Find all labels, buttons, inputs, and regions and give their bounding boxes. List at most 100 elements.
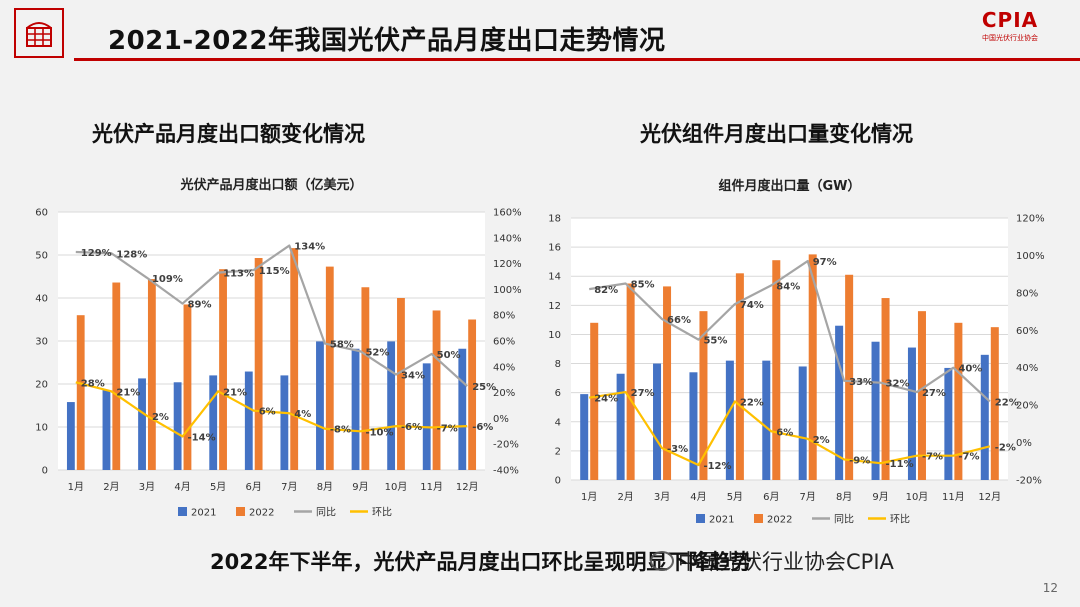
y2-tick-label: 40%	[1016, 363, 1038, 374]
mom-data-label: -7%	[437, 423, 458, 434]
mom-data-label: -12%	[703, 461, 731, 472]
bar-2022	[735, 273, 744, 480]
bar-2021	[907, 347, 916, 480]
bar-2021	[66, 402, 75, 470]
mom-data-label: 2%	[813, 435, 830, 446]
yoy-data-label: 82%	[594, 285, 618, 296]
watermark-text: 中国光伏行业协会CPIA	[678, 550, 894, 574]
yoy-data-label: 50%	[437, 350, 461, 361]
y-tick-label: 16	[548, 243, 561, 254]
bar-2021	[835, 325, 844, 480]
mom-data-label: -8%	[330, 425, 351, 436]
y-tick-label: 4	[555, 417, 561, 428]
yoy-data-label: 34%	[401, 371, 425, 382]
chart-title: 组件月度出口量（GW）	[718, 178, 860, 194]
y-tick-label: 10	[35, 423, 48, 434]
mom-data-label: -6%	[472, 422, 493, 433]
y-tick-label: 20	[35, 380, 48, 391]
mom-data-label: 6%	[776, 427, 793, 438]
right-chart-heading: 光伏组件月度出口量变化情况	[640, 122, 913, 146]
yoy-line	[589, 259, 991, 403]
bar-2022	[147, 279, 156, 470]
bar-2022	[325, 266, 334, 470]
mom-data-label: 27%	[631, 388, 655, 399]
bar-2022	[881, 298, 890, 480]
y2-tick-label: 0%	[1016, 438, 1032, 449]
yoy-data-label: 115%	[259, 266, 290, 277]
bar-2021	[689, 372, 698, 480]
mom-data-label: -11%	[886, 459, 914, 470]
mom-data-label: -9%	[849, 455, 870, 466]
mom-data-label: 4%	[294, 409, 311, 420]
bar-2022	[397, 298, 405, 470]
y2-tick-label: 120%	[1016, 214, 1045, 225]
mom-data-label: 21%	[116, 387, 140, 398]
x-tick-label: 8月	[836, 491, 852, 503]
x-tick-label: 5月	[727, 491, 743, 503]
y2-tick-label: 120%	[493, 259, 522, 270]
bar-2022	[772, 260, 781, 480]
y-tick-label: 6	[555, 388, 561, 399]
yoy-data-label: 74%	[740, 300, 764, 311]
bar-2022	[468, 319, 477, 470]
x-tick-label: 3月	[654, 491, 670, 503]
bar-2021	[580, 394, 589, 480]
legend-label: 环比	[890, 514, 910, 526]
bar-2021	[209, 375, 218, 470]
y2-tick-label: 60%	[1016, 326, 1038, 337]
mom-data-label: -3%	[667, 444, 688, 455]
mom-data-label: -7%	[958, 452, 979, 463]
bar-2022	[990, 327, 999, 480]
bar-2021	[762, 360, 771, 480]
yoy-data-label: 22%	[995, 397, 1019, 408]
bar-2022	[219, 269, 227, 470]
x-tick-label: 1月	[68, 481, 84, 493]
mom-data-label: -2%	[995, 442, 1016, 453]
legend-swatch	[754, 514, 763, 523]
y-tick-label: 0	[42, 466, 48, 477]
y-tick-label: 40	[35, 294, 48, 305]
legend-label: 同比	[834, 514, 854, 526]
x-tick-label: 12月	[456, 481, 479, 493]
bar-2021	[944, 367, 953, 480]
legend-label: 2021	[191, 508, 216, 519]
yoy-data-label: 40%	[958, 364, 982, 375]
bar-2022	[954, 322, 963, 480]
mom-data-label: -7%	[922, 452, 943, 463]
bar-2021	[138, 378, 146, 470]
y2-tick-label: 80%	[493, 311, 515, 322]
mom-line	[589, 390, 991, 467]
y-tick-label: 14	[548, 272, 561, 283]
mom-data-label: 2%	[152, 412, 169, 423]
y2-tick-label: 40%	[493, 362, 515, 373]
y-tick-label: 0	[555, 476, 561, 487]
x-tick-label: 9月	[872, 491, 888, 503]
yoy-data-label: 32%	[886, 379, 910, 390]
bar-2021	[616, 373, 625, 480]
x-tick-label: 11月	[420, 481, 443, 493]
mom-data-label: 28%	[81, 378, 105, 389]
y2-tick-label: -20%	[493, 440, 519, 451]
bar-2021	[351, 348, 360, 470]
yoy-data-label: 25%	[472, 382, 496, 393]
x-tick-label: 2月	[617, 491, 633, 503]
legend-label: 2022	[249, 508, 274, 519]
bar-2021	[980, 354, 989, 480]
y-tick-label: 2	[555, 446, 561, 457]
yoy-data-label: 33%	[849, 377, 873, 388]
brand-logo: CPIA 中国光伏行业协会	[954, 8, 1066, 56]
header-divider	[74, 58, 1080, 61]
y-tick-label: 60	[35, 208, 48, 219]
yoy-data-label: 134%	[294, 242, 325, 253]
page-title: 2021-2022年我国光伏产品月度出口走势情况	[108, 26, 666, 56]
bar-2021	[871, 341, 880, 480]
mom-data-label: 22%	[740, 397, 764, 408]
watermark: 中国光伏行业协会CPIA	[650, 546, 894, 576]
yoy-line	[75, 244, 468, 387]
bar-2022	[76, 315, 85, 470]
y-tick-label: 50	[35, 251, 48, 262]
y2-tick-label: 80%	[1016, 288, 1038, 299]
bar-2022	[663, 286, 672, 480]
yoy-data-label: 97%	[813, 257, 837, 268]
legend-label: 2022	[767, 515, 792, 526]
